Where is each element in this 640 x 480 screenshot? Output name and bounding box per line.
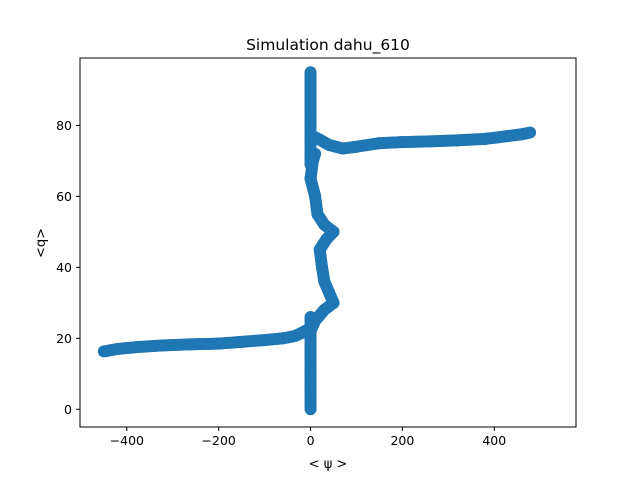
- series-segment: [306, 126, 537, 155]
- x-tick-label: −400: [110, 433, 144, 448]
- y-tick-label: 60: [56, 189, 72, 204]
- x-axis-ticks: −400 −200 0 200 400: [110, 427, 506, 448]
- series-segment: [304, 147, 340, 338]
- y-tick-label: 40: [56, 260, 72, 275]
- x-axis-label: < ψ >: [309, 457, 348, 472]
- data-points-layer: [97, 66, 537, 416]
- x-tick-label: 400: [482, 433, 506, 448]
- plot-frame: [79, 57, 577, 428]
- data-point: [304, 66, 317, 79]
- data-point: [524, 126, 537, 139]
- y-axis-label: <q>: [34, 228, 49, 258]
- y-axis-ticks: 0 20 40 60 80: [56, 118, 80, 417]
- y-tick-label: 0: [64, 402, 72, 417]
- y-tick-label: 80: [56, 118, 72, 133]
- chart-title: Simulation dahu_610: [246, 36, 410, 55]
- x-tick-label: −200: [202, 433, 236, 448]
- x-tick-label: 0: [307, 433, 315, 448]
- series-segment: [304, 66, 317, 171]
- series-segment: [97, 323, 315, 358]
- x-tick-label: 200: [390, 433, 414, 448]
- y-tick-label: 20: [56, 331, 72, 346]
